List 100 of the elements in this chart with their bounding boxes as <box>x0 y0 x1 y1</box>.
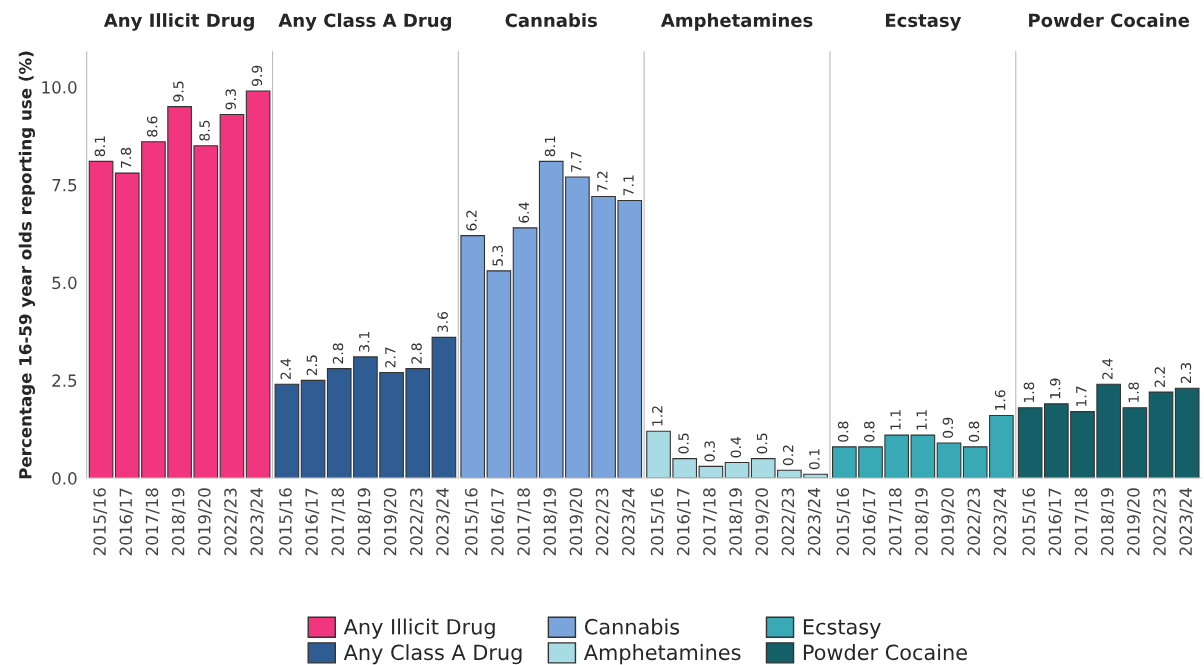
bar <box>724 461 750 479</box>
x-tick-label: 2015/16 <box>836 488 851 556</box>
data-label: 2.2 <box>1154 367 1165 387</box>
legend-label: Any Illicit Drug <box>343 618 495 639</box>
data-label: 0.5 <box>756 433 768 454</box>
x-tick-label: 2018/19 <box>729 488 744 556</box>
chart-title: Powder Cocaine <box>1029 13 1190 28</box>
y-tick-label: 5.0 <box>52 276 77 290</box>
data-label: 1.1 <box>890 410 901 430</box>
x-tick-label: 2016/17 <box>305 488 320 556</box>
data-label: 8.1 <box>94 136 106 157</box>
x-tick-label: 2016/17 <box>862 488 877 556</box>
legend-label: Powder Cocaine <box>803 644 967 661</box>
y-tick-label: 0.0 <box>52 472 77 485</box>
x-tick-label: 2018/19 <box>357 488 372 556</box>
bar <box>1174 387 1200 479</box>
chart-title: Cannabis <box>505 13 597 28</box>
data-label: 1.7 <box>1076 386 1087 406</box>
x-tick-label: 2023/24 <box>993 488 1008 556</box>
x-tick-label: 2016/17 <box>491 488 506 556</box>
data-label: 2.8 <box>411 343 422 364</box>
data-label: 0.2 <box>782 445 794 466</box>
x-tick-label: 2019/20 <box>383 488 398 556</box>
data-label: 2.3 <box>1180 363 1192 383</box>
data-label: 1.9 <box>1049 378 1061 399</box>
x-tick-label: 2022/23 <box>1153 488 1168 556</box>
data-label: 0.8 <box>837 421 849 442</box>
bar <box>936 442 962 479</box>
y-tick-label: 7.5 <box>52 179 77 192</box>
data-label: 2.4 <box>1102 358 1113 380</box>
x-tick-label: 2022/23 <box>409 488 424 556</box>
data-label: 0.1 <box>809 449 820 470</box>
x-tick-label: 2022/23 <box>595 488 610 556</box>
bar <box>431 336 457 479</box>
data-label: 1.8 <box>1128 382 1139 403</box>
y-tick-label: 10.0 <box>42 81 77 94</box>
x-tick-label: 2022/23 <box>967 488 982 556</box>
x-tick-label: 2018/19 <box>171 488 186 556</box>
data-label: 9.5 <box>173 81 184 102</box>
x-tick-label: 2016/17 <box>676 488 691 556</box>
x-tick-label: 2023/24 <box>250 488 265 556</box>
bar <box>245 90 271 479</box>
data-label: 5.3 <box>492 245 503 266</box>
x-tick-label: 2019/20 <box>1127 488 1141 556</box>
chart-title: Any Class A Drug <box>278 13 452 31</box>
x-tick-label: 2016/17 <box>1048 488 1063 556</box>
data-label: 1.2 <box>652 406 663 426</box>
data-label: 3.1 <box>358 331 370 352</box>
bar <box>1148 391 1174 479</box>
data-label: 8.1 <box>544 136 556 157</box>
data-label: 0.5 <box>678 433 689 454</box>
data-label: 8.6 <box>146 116 158 137</box>
data-label: 1.6 <box>994 390 1006 410</box>
data-label: 7.2 <box>597 171 608 192</box>
x-tick-label: 2015/16 <box>464 488 479 556</box>
chart-title: Ecstasy <box>885 13 962 31</box>
data-label: 0.4 <box>730 437 742 458</box>
x-tick-label: 2022/23 <box>224 488 239 556</box>
x-tick-label: 2017/18 <box>888 488 903 556</box>
data-label: 2.7 <box>385 347 396 368</box>
x-tick-label: 2018/19 <box>543 488 558 556</box>
bar <box>219 113 245 479</box>
data-label: 6.4 <box>518 202 530 223</box>
x-tick-label: 2023/24 <box>807 488 822 556</box>
legend-label: Ecstasy <box>803 619 881 639</box>
x-tick-label: 2017/18 <box>703 488 718 556</box>
x-tick-label: 2023/24 <box>1179 488 1194 556</box>
data-label: 7.1 <box>623 175 634 196</box>
data-label: 8.5 <box>199 120 210 141</box>
x-tick-label: 2017/18 <box>1074 488 1089 556</box>
y-axis-title: Percentage 16-59 year olds reporting use (%) <box>18 51 35 479</box>
x-tick-label: 2016/17 <box>119 488 134 556</box>
data-label: 0.9 <box>942 417 954 438</box>
x-tick-label: 2015/16 <box>279 488 294 556</box>
y-tick-label: 2.5 <box>52 374 77 387</box>
data-label: 1.8 <box>1023 382 1035 403</box>
data-label: 7.7 <box>571 151 582 172</box>
bar <box>300 379 326 479</box>
x-tick-label: 2018/19 <box>915 488 930 556</box>
bar <box>274 383 300 479</box>
x-tick-label: 2022/23 <box>781 488 796 556</box>
x-tick-label: 2023/24 <box>621 488 636 556</box>
data-label: 1.1 <box>916 410 927 430</box>
data-label: 2.8 <box>332 343 344 364</box>
data-label: 0.8 <box>968 421 980 442</box>
data-label: 7.8 <box>120 147 132 168</box>
x-tick-label: 2019/20 <box>755 488 770 556</box>
data-label: 3.6 <box>437 311 448 333</box>
data-label: 9.3 <box>225 89 236 110</box>
x-tick-label: 2015/16 <box>93 488 108 556</box>
data-label: 0.8 <box>864 421 875 442</box>
x-tick-label: 2019/20 <box>941 488 956 556</box>
x-tick-label: 2017/18 <box>517 488 532 556</box>
text: Any Class A Drug <box>343 644 522 665</box>
data-label: 2.5 <box>306 355 318 376</box>
x-tick-label: 2017/18 <box>331 488 346 556</box>
x-tick-label: 2018/19 <box>1100 488 1115 556</box>
x-tick-label: 2019/20 <box>569 488 584 556</box>
data-label: 2.4 <box>280 358 291 380</box>
x-tick-label: 2023/24 <box>436 488 451 556</box>
